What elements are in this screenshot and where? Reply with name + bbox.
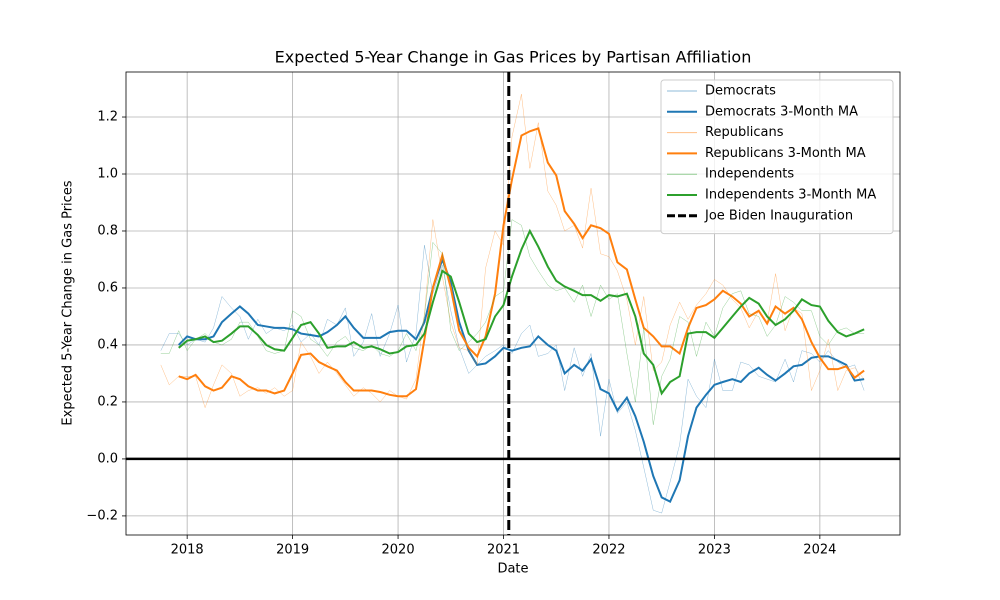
- y-tick-label: 0.8: [97, 223, 118, 238]
- plot-frame: [125, 71, 901, 536]
- legend-label: Joe Biden Inauguration: [704, 208, 853, 223]
- x-tick-label: 2021: [487, 543, 520, 558]
- y-tick-label: 0.6: [97, 280, 118, 295]
- y-tick-label: 1.2: [97, 110, 118, 125]
- legend-label: Independents 3-Month MA: [705, 188, 876, 203]
- chart-title: Expected 5-Year Change in Gas Prices by …: [275, 48, 752, 67]
- x-tick-label: 2018: [171, 543, 204, 558]
- series-line: [178, 228, 865, 396]
- legend-label: Republicans 3-Month MA: [705, 146, 866, 161]
- legend-label: Democrats: [705, 84, 776, 99]
- x-tick-label: 2022: [592, 543, 625, 558]
- x-tick-label: 2020: [382, 543, 415, 558]
- x-tick-label: 2019: [276, 543, 309, 558]
- legend-label: Republicans: [705, 125, 784, 140]
- series-line: [178, 256, 865, 504]
- series-line: [160, 94, 865, 409]
- x-tick-label: 2023: [698, 543, 731, 558]
- y-axis-label: Expected 5-Year Change in Gas Prices: [61, 180, 76, 425]
- legend-label: Independents: [705, 167, 794, 182]
- x-tick-label: 2024: [803, 543, 836, 558]
- series-line: [160, 219, 865, 425]
- y-tick-label: 0.2: [97, 394, 118, 409]
- y-tick-label: −0.2: [86, 508, 118, 523]
- legend-box: [660, 79, 894, 235]
- y-tick-label: 0.0: [97, 451, 118, 466]
- y-tick-label: 1.0: [97, 167, 118, 182]
- series-line: [178, 127, 865, 398]
- y-tick-label: 0.4: [97, 337, 118, 352]
- x-axis-label: Date: [497, 562, 528, 577]
- legend-label: Democrats 3-Month MA: [705, 104, 858, 119]
